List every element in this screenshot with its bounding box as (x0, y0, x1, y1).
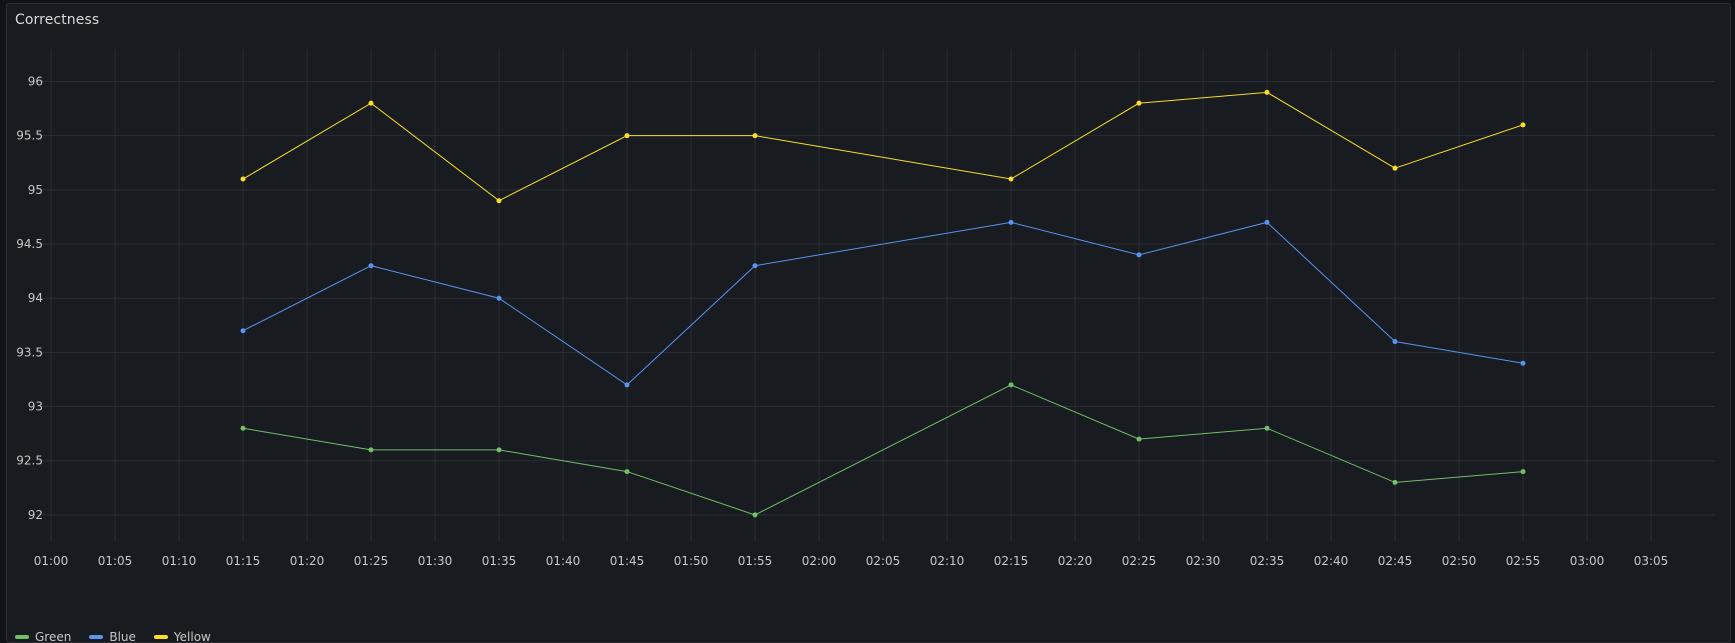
y-tick-label: 92.5 (16, 454, 43, 468)
y-tick-label: 94.5 (16, 237, 43, 251)
data-point-blue (752, 263, 758, 269)
x-tick-label: 02:45 (1378, 554, 1413, 568)
x-tick-label: 01:25 (354, 554, 389, 568)
x-tick-label: 01:45 (610, 554, 645, 568)
x-axis-labels: 01:00 01:05 01:10 01:15 01:20 01:25 01:30 01:35… (34, 554, 1669, 568)
legend-item-green[interactable]: Green (15, 630, 72, 643)
y-tick-label: 92 (28, 508, 43, 522)
series-line-green (242, 384, 1524, 516)
data-point-yellow (1136, 100, 1142, 106)
y-tick-label: 94 (28, 291, 43, 305)
x-tick-label: 01:05 (98, 554, 133, 568)
x-tick-label: 01:40 (546, 554, 581, 568)
chart-grid (37, 49, 1715, 542)
legend-label: Yellow (173, 630, 211, 643)
x-tick-label: 01:35 (482, 554, 517, 568)
data-point-green (624, 469, 630, 475)
x-tick-label: 02:35 (1250, 554, 1285, 568)
data-point-green (368, 447, 374, 453)
chart-series (240, 89, 1526, 518)
x-tick-label: 01:20 (290, 554, 325, 568)
data-point-blue (1520, 360, 1526, 366)
x-tick-label: 02:25 (1122, 554, 1157, 568)
x-tick-label: 03:00 (1570, 554, 1605, 568)
data-point-yellow (624, 133, 630, 139)
legend-label: Blue (109, 630, 136, 643)
x-tick-label: 02:20 (1058, 554, 1093, 568)
y-tick-label: 95.5 (16, 129, 43, 143)
data-point-yellow (1392, 165, 1398, 171)
x-tick-label: 03:05 (1634, 554, 1669, 568)
y-tick-label: 93 (28, 400, 43, 414)
data-point-blue (368, 263, 374, 269)
data-point-blue (1264, 219, 1270, 225)
legend-swatch (153, 635, 168, 639)
data-point-blue (1392, 339, 1398, 345)
chart-panel: Correctness 92 92.5 93 93.5 94 94.5 95 95.5 96 0… (6, 3, 1731, 643)
data-point-green (1520, 469, 1526, 475)
data-point-blue (1136, 252, 1142, 258)
x-tick-label: 01:50 (674, 554, 709, 568)
series-line-blue (242, 221, 1524, 386)
data-point-blue (240, 328, 246, 334)
x-tick-label: 01:55 (738, 554, 773, 568)
data-point-yellow (752, 133, 758, 139)
x-tick-label: 01:15 (226, 554, 261, 568)
data-point-green (1008, 382, 1014, 388)
x-tick-label: 02:55 (1506, 554, 1541, 568)
chart-legend: Green Blue Yellow (15, 630, 211, 643)
legend-item-blue[interactable]: Blue (89, 630, 136, 643)
data-point-blue (1008, 219, 1014, 225)
data-point-yellow (1264, 89, 1270, 95)
x-tick-label: 02:50 (1442, 554, 1477, 568)
y-tick-label: 96 (28, 75, 43, 89)
panel-title: Correctness (15, 12, 100, 28)
legend-swatch (15, 635, 29, 639)
series-line-yellow (242, 91, 1524, 202)
data-point-yellow (1520, 122, 1526, 128)
data-point-yellow (368, 100, 374, 106)
y-tick-label: 95 (28, 183, 43, 197)
x-tick-label: 02:05 (866, 554, 901, 568)
legend-swatch (89, 635, 104, 639)
x-tick-label: 02:10 (930, 554, 965, 568)
data-point-yellow (496, 198, 502, 204)
x-tick-label: 01:30 (418, 554, 453, 568)
data-point-green (240, 425, 246, 431)
data-point-green (1136, 436, 1142, 442)
data-point-green (752, 512, 758, 518)
legend-item-yellow[interactable]: Yellow (153, 630, 211, 643)
x-tick-label: 02:15 (994, 554, 1029, 568)
y-axis-labels: 92 92.5 93 93.5 94 94.5 95 95.5 96 (16, 75, 43, 522)
data-point-blue (496, 295, 502, 301)
x-tick-label: 02:40 (1314, 554, 1349, 568)
data-point-green (1264, 425, 1270, 431)
x-tick-label: 01:00 (34, 554, 69, 568)
data-point-yellow (240, 176, 246, 182)
legend-label: Green (35, 630, 72, 643)
data-point-yellow (1008, 176, 1014, 182)
x-tick-label: 02:30 (1186, 554, 1221, 568)
data-point-green (496, 447, 502, 453)
x-tick-label: 02:00 (802, 554, 837, 568)
x-tick-label: 01:10 (162, 554, 197, 568)
y-tick-label: 93.5 (16, 345, 43, 359)
data-point-green (1392, 479, 1398, 485)
data-point-blue (624, 382, 630, 388)
